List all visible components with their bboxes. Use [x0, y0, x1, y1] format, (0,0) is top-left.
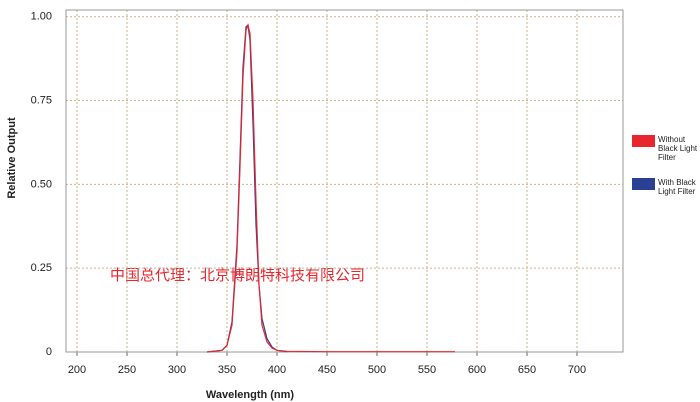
legend-label: Without Black Light Filter [658, 135, 698, 162]
legend-swatch [632, 178, 655, 190]
legend-label: With Black Light Filter [658, 178, 696, 196]
x-tick-label: 500 [368, 364, 386, 376]
legend-item: Without Black Light Filter [632, 135, 700, 162]
watermark: 中国总代理：北京博朗特科技有限公司 [110, 267, 365, 284]
legend-swatch [632, 135, 655, 147]
series-line [206, 23, 288, 353]
x-axis-label: Wavelength (nm) [206, 389, 295, 401]
x-tick-label: 250 [118, 364, 136, 376]
x-tick-label: 550 [418, 364, 436, 376]
x-tick-label: 450 [318, 364, 336, 376]
series-line [206, 23, 455, 353]
x-tick-label: 700 [568, 364, 586, 376]
plot-frame [65, 9, 624, 353]
x-tick-label: 300 [168, 364, 186, 376]
y-tick-label: 1.00 [31, 11, 52, 23]
x-tick-label: 650 [518, 364, 536, 376]
x-tick-label: 350 [218, 364, 236, 376]
legend-item: With Black Light Filter [632, 178, 700, 196]
y-tick-label: 0 [46, 346, 52, 358]
y-tick-label: 0.50 [31, 178, 52, 190]
x-tick-label: 200 [68, 364, 86, 376]
y-tick-label: 0.75 [31, 94, 52, 106]
y-tick-label: 0.25 [31, 262, 52, 274]
x-tick-label: 400 [268, 364, 286, 376]
y-axis-label: Relative Output [6, 117, 18, 199]
x-tick-label: 600 [468, 364, 486, 376]
